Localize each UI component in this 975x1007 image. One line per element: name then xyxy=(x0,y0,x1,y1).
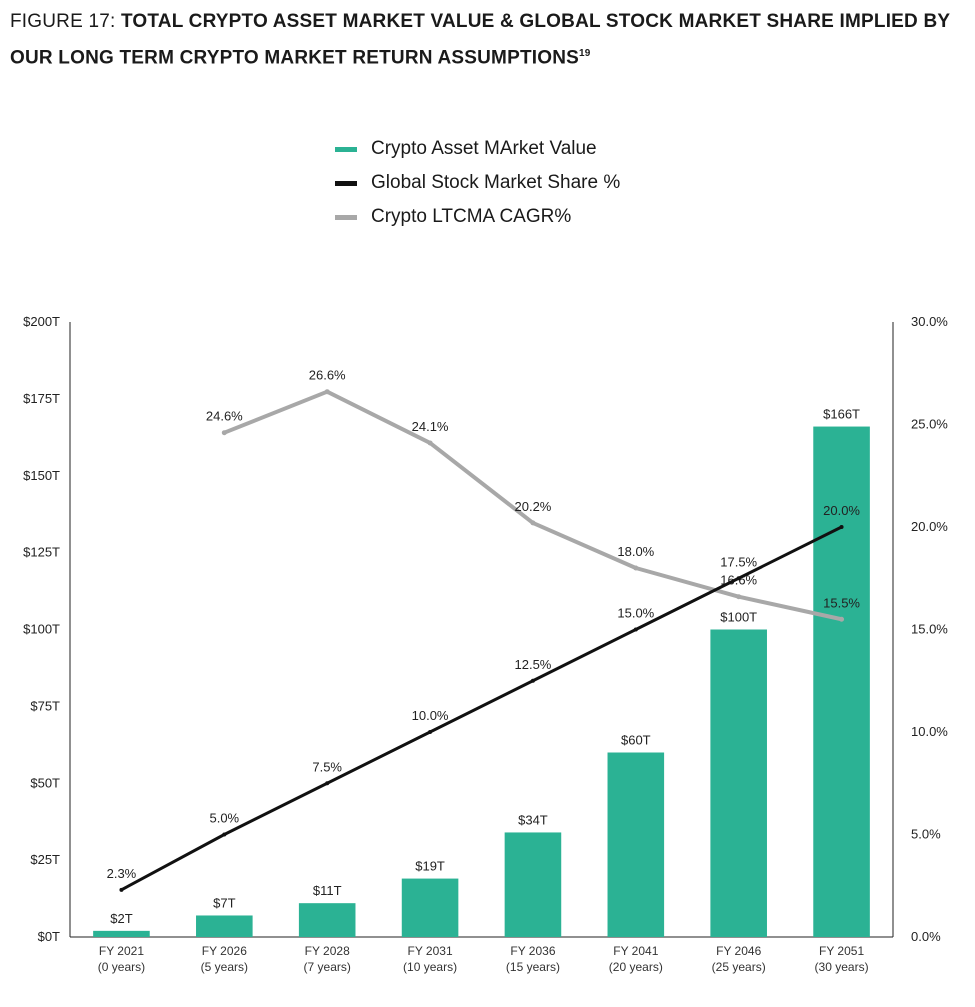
legend-label-stock-share: Global Stock Market Share % xyxy=(371,172,621,193)
x-tick-label: FY 2041 xyxy=(613,944,658,958)
cagr-point xyxy=(736,594,742,600)
right-tick-label: 10.0% xyxy=(911,724,948,739)
legend-item-market-value: Crypto Asset MArket Value xyxy=(335,132,620,166)
figure-heading: TOTAL CRYPTO ASSET MARKET VALUE & GLOBAL… xyxy=(10,11,950,69)
bar-market-value xyxy=(504,832,562,937)
stock-share-label: 10.0% xyxy=(412,708,449,723)
stock-share-label: 12.5% xyxy=(515,657,552,672)
cagr-point xyxy=(427,440,433,446)
bar-value-label: $34T xyxy=(518,812,548,827)
right-tick-label: 25.0% xyxy=(911,417,948,432)
stock-share-label: 5.0% xyxy=(209,811,239,826)
cagr-point xyxy=(839,616,845,622)
chart-legend: Crypto Asset MArket Value Global Stock M… xyxy=(335,132,620,234)
right-tick-label: 30.0% xyxy=(911,314,948,329)
cagr-label: 15.5% xyxy=(823,595,860,610)
left-tick-label: $150T xyxy=(23,468,60,483)
stock-share-label: 7.5% xyxy=(312,759,342,774)
left-tick-label: $50T xyxy=(30,775,60,790)
footnote-marker: 19 xyxy=(579,48,591,59)
bar-value-label: $2T xyxy=(110,911,132,926)
right-tick-label: 0.0% xyxy=(911,929,941,944)
bar-market-value xyxy=(401,878,459,937)
stock-share-point xyxy=(119,887,124,892)
left-tick-label: $0T xyxy=(38,929,60,944)
stock-share-line xyxy=(119,525,844,892)
legend-item-cagr: Crypto LTCMA CAGR% xyxy=(335,200,620,234)
legend-swatch-stock-share xyxy=(335,180,357,186)
stock-share-label: 20.0% xyxy=(823,503,860,518)
left-tick-label: $200T xyxy=(23,314,60,329)
legend-item-stock-share: Global Stock Market Share % xyxy=(335,166,620,200)
x-tick-label: FY 2046 xyxy=(716,944,761,958)
x-tick-label: FY 2031 xyxy=(407,944,452,958)
stock-share-point xyxy=(222,832,227,837)
bar-value-label: $166T xyxy=(823,407,860,422)
x-tick-label: FY 2021 xyxy=(99,944,144,958)
cagr-point xyxy=(221,430,227,436)
bar-value-label: $60T xyxy=(621,733,651,748)
x-tick-sublabel: (10 years) xyxy=(403,960,457,974)
cagr-label: 26.6% xyxy=(309,368,346,383)
bar-market-value xyxy=(196,915,253,937)
x-tick-label: FY 2036 xyxy=(510,944,555,958)
stock-share-point xyxy=(736,576,741,581)
stock-share-point xyxy=(633,627,638,632)
left-tick-label: $175T xyxy=(23,391,60,406)
stock-share-point xyxy=(325,781,330,786)
stock-share-label: 2.3% xyxy=(107,866,137,881)
x-tick-label: FY 2028 xyxy=(305,944,350,958)
cagr-label: 24.6% xyxy=(206,409,243,424)
stock-share-label: 17.5% xyxy=(720,554,757,569)
bar-market-value xyxy=(710,629,767,937)
stock-share-point xyxy=(530,678,535,683)
bar-market-value xyxy=(298,903,356,937)
stock-share-label: 15.0% xyxy=(617,606,654,621)
x-tick-label: FY 2026 xyxy=(202,944,247,958)
left-tick-label: $75T xyxy=(30,698,60,713)
stock-share-point xyxy=(428,730,433,734)
bar-market-value xyxy=(813,426,870,937)
left-tick-label: $100T xyxy=(23,622,60,637)
cagr-point xyxy=(633,565,639,571)
right-tick-label: 5.0% xyxy=(911,827,941,842)
bar-value-label: $19T xyxy=(415,859,445,874)
legend-label-market-value: Crypto Asset MArket Value xyxy=(371,138,597,159)
cagr-label: 20.2% xyxy=(515,499,552,514)
cagr-label: 18.0% xyxy=(617,544,654,559)
x-tick-sublabel: (7 years) xyxy=(304,960,351,974)
bar-value-label: $100T xyxy=(720,610,757,625)
left-tick-label: $25T xyxy=(30,852,60,867)
figure-number: FIGURE 17: xyxy=(10,11,121,32)
stock-share-point xyxy=(839,525,844,529)
x-tick-sublabel: (30 years) xyxy=(815,960,869,974)
bar-value-label: $7T xyxy=(213,895,235,910)
right-tick-label: 15.0% xyxy=(911,622,948,637)
x-tick-sublabel: (0 years) xyxy=(98,960,145,974)
cagr-point xyxy=(324,389,330,395)
legend-swatch-cagr xyxy=(335,214,357,220)
legend-label-cagr: Crypto LTCMA CAGR% xyxy=(371,206,572,227)
x-tick-sublabel: (25 years) xyxy=(712,960,766,974)
bar-market-value xyxy=(93,930,150,937)
cagr-point xyxy=(530,520,536,526)
legend-swatch-market-value xyxy=(335,146,357,152)
x-tick-sublabel: (20 years) xyxy=(609,960,663,974)
left-tick-label: $125T xyxy=(23,545,60,560)
cagr-label: 24.1% xyxy=(412,419,449,434)
figure-title: FIGURE 17: TOTAL CRYPTO ASSET MARKET VAL… xyxy=(10,6,960,74)
bar-market-value xyxy=(607,752,665,937)
x-tick-sublabel: (15 years) xyxy=(506,960,560,974)
x-tick-sublabel: (5 years) xyxy=(201,960,248,974)
bar-value-label: $11T xyxy=(313,883,342,898)
x-tick-label: FY 2051 xyxy=(819,944,864,958)
right-tick-label: 20.0% xyxy=(911,519,948,534)
